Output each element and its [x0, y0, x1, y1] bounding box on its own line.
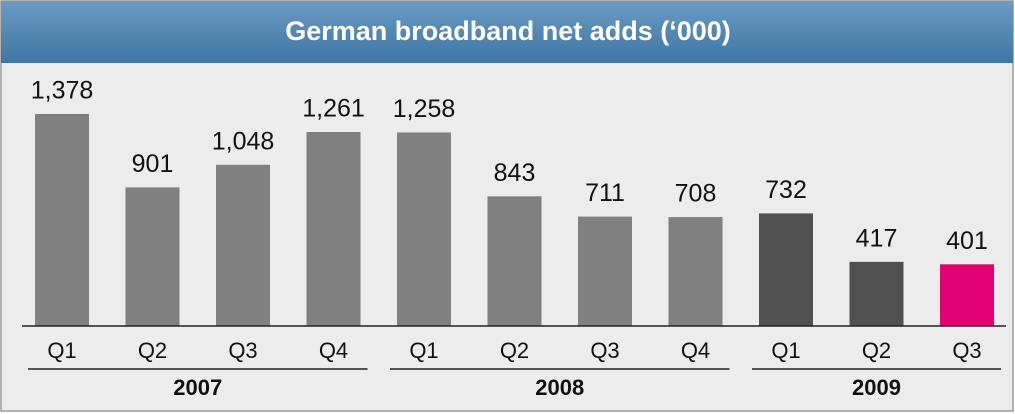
- bar: [216, 164, 270, 326]
- x-tick-label: Q2: [862, 338, 891, 363]
- value-label: 843: [494, 159, 536, 187]
- x-tick-label: Q2: [138, 338, 167, 363]
- value-label: 711: [585, 179, 625, 207]
- bar: [397, 132, 451, 326]
- bar: [940, 264, 994, 326]
- value-label: 1,258: [393, 95, 456, 123]
- bar: [125, 187, 180, 326]
- value-label: 1,048: [212, 127, 275, 155]
- group-label: 2009: [852, 375, 901, 400]
- value-label: 417: [856, 224, 898, 252]
- x-tick-label: Q1: [771, 338, 800, 363]
- bar: [306, 132, 361, 326]
- value-label: 401: [946, 227, 988, 255]
- group-label: 2008: [535, 375, 584, 400]
- value-label: 901: [132, 150, 174, 178]
- group-label: 2007: [173, 375, 222, 400]
- x-tick-label: Q4: [319, 338, 348, 363]
- bar: [759, 213, 813, 326]
- chart-title: German broadband net adds (‘000): [285, 16, 731, 46]
- x-tick-label: Q2: [500, 338, 529, 363]
- x-tick-label: Q1: [47, 338, 76, 363]
- x-tick-label: Q1: [409, 338, 438, 363]
- value-label: 708: [675, 180, 717, 208]
- x-tick-label: Q3: [590, 338, 619, 363]
- bar: [35, 114, 89, 326]
- x-tick-label: Q4: [681, 338, 710, 363]
- bar: [849, 261, 904, 326]
- title-bar: [1, 1, 1013, 63]
- bar: [487, 196, 542, 326]
- x-tick-label: Q3: [228, 338, 257, 363]
- bar: [578, 216, 632, 326]
- bar: [668, 217, 723, 326]
- value-label: 1,261: [302, 95, 365, 123]
- x-tick-label: Q3: [952, 338, 981, 363]
- value-label: 1,378: [31, 77, 94, 105]
- value-label: 732: [765, 176, 807, 204]
